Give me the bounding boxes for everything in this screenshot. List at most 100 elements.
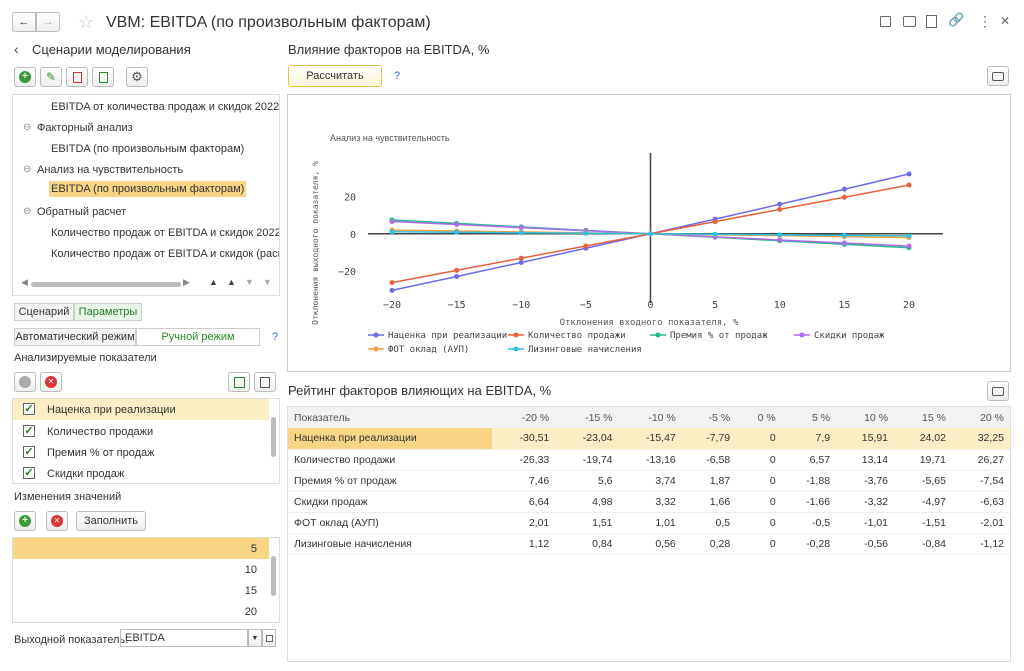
scroll-right-icon[interactable]: ▶ — [183, 277, 190, 287]
column-header[interactable]: 10 % — [836, 407, 895, 428]
output-select[interactable]: EBITDA — [120, 629, 248, 647]
tree-item[interactable]: Количество продаж от EBITDA и скидок 202… — [51, 227, 280, 239]
print-icon[interactable] — [903, 16, 916, 27]
more-icon[interactable]: ⋮ — [978, 13, 992, 29]
table-cell: -5,65 — [894, 470, 952, 492]
mode-manual[interactable]: Ручной режим — [136, 328, 260, 346]
table-cell: 3,32 — [618, 491, 682, 513]
column-header[interactable]: 20 % — [951, 407, 1010, 428]
table-cell: -1,66 — [781, 491, 837, 513]
edit-scenario-button[interactable]: ✎ — [40, 67, 62, 87]
table-row[interactable]: Количество продажи -26,33 -19,74 -13,16 -6,5… — [288, 449, 1010, 471]
delete-scenario-button[interactable] — [66, 67, 88, 87]
table-row[interactable]: Наценка при реализации -30,51 -23,04 -15,47… — [288, 428, 1010, 450]
print-rating-button[interactable] — [987, 381, 1009, 401]
scroll-left-icon[interactable]: ◀ — [21, 277, 28, 287]
tree-group[interactable]: Факторный анализ — [37, 122, 133, 134]
checkbox[interactable]: ✓ — [23, 467, 35, 479]
collapse-node-icon[interactable]: ⊖ — [23, 164, 32, 175]
column-header[interactable]: 5 % — [781, 407, 837, 428]
mode-automatic[interactable]: Автоматический режим — [14, 328, 136, 346]
tree-item-selected[interactable]: EBITDA (по произвольным факторам) — [49, 181, 247, 197]
table-row[interactable]: Премия % от продаж 7,46 5,6 3,74 1,87 0 -1,88-… — [288, 470, 1010, 492]
add-indicator-button[interactable] — [14, 372, 36, 392]
settings-button[interactable]: ⚙ — [126, 67, 148, 87]
horizontal-scrollbar[interactable] — [31, 282, 181, 287]
column-header[interactable]: -20 % — [492, 407, 556, 428]
scenarios-panel-title: Сценарии моделирования — [32, 42, 191, 57]
row-label: Наценка при реализации — [288, 428, 493, 450]
delete-value-button[interactable]: ✕ — [46, 511, 68, 531]
move-to-top-icon[interactable]: ▲ — [209, 277, 218, 287]
list-item-value[interactable]: 15 — [244, 585, 257, 597]
print-chart-button[interactable] — [987, 66, 1009, 86]
values-list: 5 10 15 20 — [12, 537, 280, 623]
column-header[interactable]: -5 % — [681, 407, 737, 428]
table-cell: 0,84 — [555, 533, 619, 555]
column-header[interactable]: -10 % — [618, 407, 682, 428]
table-cell: 13,14 — [836, 449, 895, 471]
help-link[interactable]: ? — [272, 331, 279, 343]
favorite-star-icon[interactable]: ☆ — [78, 12, 95, 32]
fill-button[interactable]: Заполнить — [76, 511, 146, 531]
calculate-button[interactable]: Рассчитать — [288, 65, 382, 87]
list-item-selected[interactable] — [13, 538, 269, 559]
copy-scenario-button[interactable] — [92, 67, 114, 87]
gear-icon: ⚙ — [131, 69, 143, 84]
move-up-icon[interactable]: ▲ — [227, 277, 236, 287]
tree-item[interactable]: EBITDA от количества продаж и скидок 202… — [51, 101, 280, 113]
collapse-node-icon[interactable]: ⊖ — [23, 206, 32, 217]
table-cell: 7,46 — [492, 470, 556, 492]
link-icon[interactable]: 🔗 — [948, 12, 965, 27]
table-cell: -23,04 — [555, 428, 619, 450]
delete-indicator-button[interactable]: ✕ — [40, 372, 62, 392]
table-cell: -6,58 — [681, 449, 737, 471]
tree-item[interactable]: Количество продаж от EBITDA и скидок (ра… — [51, 248, 280, 260]
tree-group[interactable]: Обратный расчет — [37, 206, 127, 218]
plus-circle-icon: + — [19, 71, 31, 83]
list-item-label: Скидки продаж — [47, 468, 125, 480]
back-button[interactable]: ← — [12, 12, 36, 32]
data-point — [389, 229, 395, 235]
collapse-node-icon[interactable]: ⊖ — [23, 122, 32, 133]
legend-marker — [655, 332, 661, 338]
tab-parameters[interactable]: Параметры — [74, 303, 142, 321]
table-cell: 0 — [736, 512, 782, 534]
output-open-button[interactable] — [262, 629, 276, 647]
list-item-selected[interactable] — [13, 399, 269, 420]
column-header[interactable]: 15 % — [894, 407, 952, 428]
x-tick-label: −15 — [448, 300, 466, 311]
move-to-bottom-icon[interactable]: ▼ — [263, 277, 272, 287]
forward-button[interactable]: → — [36, 12, 60, 32]
tree-item[interactable]: EBITDA (по произвольным факторам) — [51, 143, 245, 155]
list-item-value[interactable]: 5 — [250, 543, 257, 555]
close-icon[interactable]: ✕ — [1000, 14, 1011, 28]
help-link[interactable]: ? — [394, 70, 401, 82]
collapse-panel-icon[interactable]: ‹ — [14, 41, 19, 57]
tab-scenario[interactable]: Сценарий — [14, 303, 74, 321]
tree-group[interactable]: Анализ на чувствительность — [37, 164, 184, 176]
table-cell: -26,33 — [492, 449, 556, 471]
table-row[interactable]: ФОТ оклад (АУП) 2,01 1,51 1,01 0,5 0 -0,5 -1,01… — [288, 512, 1010, 534]
copy-list-button[interactable] — [254, 372, 276, 392]
vertical-scrollbar[interactable] — [271, 417, 276, 457]
list-item-value[interactable]: 20 — [244, 606, 257, 618]
add-scenario-button[interactable]: + — [14, 67, 36, 87]
table-row[interactable]: Скидки продаж 6,64 4,98 3,32 1,66 0 -1,66 -3,32… — [288, 491, 1010, 513]
data-point — [454, 222, 460, 228]
preview-icon[interactable] — [926, 15, 937, 28]
list-item-value[interactable]: 10 — [244, 564, 257, 576]
column-header[interactable]: Показатель — [288, 407, 493, 428]
checkbox[interactable]: ✓ — [23, 403, 35, 415]
vertical-scrollbar[interactable] — [271, 556, 276, 596]
column-header[interactable]: 0 % — [736, 407, 782, 428]
checkbox[interactable]: ✓ — [23, 446, 35, 458]
check-all-button[interactable] — [228, 372, 250, 392]
table-row[interactable]: Лизинговые начисления 1,12 0,84 0,56 0,28 0 -0… — [288, 533, 1010, 555]
output-dropdown-button[interactable]: ▼ — [248, 629, 262, 647]
checkbox[interactable]: ✓ — [23, 425, 35, 437]
save-icon[interactable] — [880, 16, 891, 27]
add-value-button[interactable]: + — [14, 511, 36, 531]
column-header[interactable]: -15 % — [555, 407, 619, 428]
move-down-icon[interactable]: ▼ — [245, 277, 254, 287]
